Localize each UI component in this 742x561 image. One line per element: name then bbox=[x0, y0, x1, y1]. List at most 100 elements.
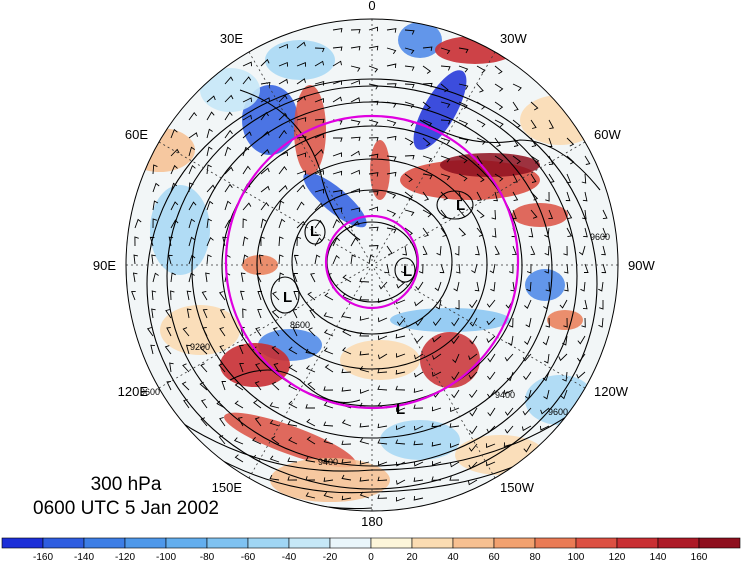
wind-barb bbox=[359, 331, 370, 337]
wind-barb bbox=[395, 369, 406, 375]
wind-barb bbox=[256, 272, 262, 283]
wind-barb bbox=[288, 436, 298, 445]
wind-barb bbox=[386, 227, 397, 234]
wind-barb bbox=[543, 299, 550, 310]
wind-barb bbox=[242, 254, 249, 265]
wind-barb bbox=[200, 399, 208, 409]
wind-barb bbox=[310, 272, 316, 283]
wind-barb bbox=[413, 461, 424, 467]
wind-barb bbox=[200, 363, 208, 373]
wind-barb bbox=[255, 327, 262, 337]
wind-barb bbox=[512, 191, 519, 202]
wind-barb bbox=[350, 79, 361, 85]
wind-barb bbox=[296, 170, 306, 175]
wind-barb bbox=[186, 308, 192, 319]
wind-barb bbox=[242, 202, 252, 211]
neg-anomaly-patch bbox=[265, 40, 335, 80]
wind-barb bbox=[386, 135, 397, 141]
wind-barb bbox=[332, 237, 341, 247]
wind-barb bbox=[458, 83, 469, 90]
wind-barb bbox=[257, 308, 262, 319]
wind-barb bbox=[242, 114, 253, 121]
lon-label-120e: 120E bbox=[118, 384, 149, 399]
wind-barb bbox=[341, 419, 352, 427]
wind-barb bbox=[413, 440, 424, 446]
wind-barb bbox=[292, 308, 298, 319]
wind-barb bbox=[359, 477, 370, 482]
colorbar-tick-label: 100 bbox=[568, 552, 585, 561]
wind-barb bbox=[599, 300, 604, 310]
wind-barb bbox=[216, 400, 226, 409]
wind-barb bbox=[431, 476, 442, 481]
lon-label-180: 180 bbox=[361, 514, 383, 529]
wind-barb bbox=[134, 236, 139, 247]
wind-barb bbox=[166, 326, 172, 337]
wind-barb bbox=[404, 47, 415, 54]
wind-barb bbox=[523, 443, 532, 453]
colorbar-labels: -160 -140 -120 -100 -80 -60 -40 -20 0 20 40 60 80 100… bbox=[33, 552, 708, 561]
colorbar-tick-label: -40 bbox=[282, 552, 297, 561]
wind-barb bbox=[504, 425, 514, 434]
wind-barb bbox=[188, 236, 196, 247]
wind-barb bbox=[455, 263, 461, 274]
wind-barb bbox=[434, 281, 442, 292]
pos-anomaly-patch bbox=[340, 340, 420, 380]
pos-anomaly-patch bbox=[420, 332, 480, 388]
wind-barb bbox=[451, 371, 460, 381]
wind-barb bbox=[269, 402, 280, 409]
colorbar-box bbox=[247, 537, 290, 549]
wind-barb bbox=[414, 299, 424, 307]
wind-barb bbox=[271, 381, 280, 391]
wind-barb bbox=[278, 185, 288, 193]
colorbar-tick-label: -80 bbox=[200, 552, 215, 561]
wind-barb bbox=[219, 345, 226, 355]
wind-barb bbox=[324, 292, 334, 301]
wind-barb bbox=[146, 327, 154, 337]
wind-barb bbox=[341, 495, 352, 501]
wind-barb bbox=[530, 173, 537, 183]
wind-barb bbox=[206, 218, 213, 229]
wind-barb bbox=[323, 386, 334, 391]
wind-barb bbox=[413, 477, 424, 482]
wind-barb bbox=[287, 457, 298, 463]
wind-barb bbox=[422, 46, 433, 51]
wind-barb bbox=[386, 28, 397, 33]
wind-barb bbox=[278, 151, 289, 157]
wind-barb bbox=[582, 191, 588, 202]
colorbar-box bbox=[411, 537, 454, 549]
wind-barb bbox=[469, 299, 478, 309]
wind-barb bbox=[512, 101, 519, 111]
wind-barb bbox=[476, 209, 485, 219]
wind-barb bbox=[170, 219, 179, 229]
wind-barb bbox=[305, 348, 316, 355]
lon-label-120w: 120W bbox=[594, 384, 629, 399]
wind-barb bbox=[278, 78, 289, 85]
wind-barb bbox=[368, 65, 379, 73]
wind-barb bbox=[296, 220, 306, 229]
wind-barb bbox=[566, 227, 572, 238]
wind-barb bbox=[422, 245, 428, 256]
wind-barb bbox=[170, 272, 176, 283]
wind-barb bbox=[458, 119, 469, 127]
colorbar-tick-label: 20 bbox=[406, 552, 418, 561]
wind-barb bbox=[314, 98, 325, 103]
colorbar-tick-label: 160 bbox=[691, 552, 708, 561]
wind-barb bbox=[395, 479, 406, 485]
wind-barb bbox=[170, 182, 178, 193]
wind-barb bbox=[332, 207, 343, 213]
wind-barb bbox=[454, 245, 460, 256]
wind-barb bbox=[233, 437, 244, 445]
wind-barb bbox=[350, 45, 361, 51]
wind-barb bbox=[278, 236, 284, 247]
wind-barb bbox=[293, 254, 299, 265]
wind-barb bbox=[487, 389, 496, 399]
wind-barb bbox=[287, 476, 298, 481]
wind-barb bbox=[188, 218, 196, 229]
neg-anomaly-patch bbox=[200, 68, 260, 112]
wind-barb bbox=[431, 371, 442, 377]
wind-barb bbox=[440, 137, 451, 145]
pos-anomaly-patch bbox=[440, 153, 540, 177]
wind-barb bbox=[242, 76, 252, 85]
wind-barb bbox=[451, 317, 460, 327]
wind-barb bbox=[512, 209, 517, 219]
